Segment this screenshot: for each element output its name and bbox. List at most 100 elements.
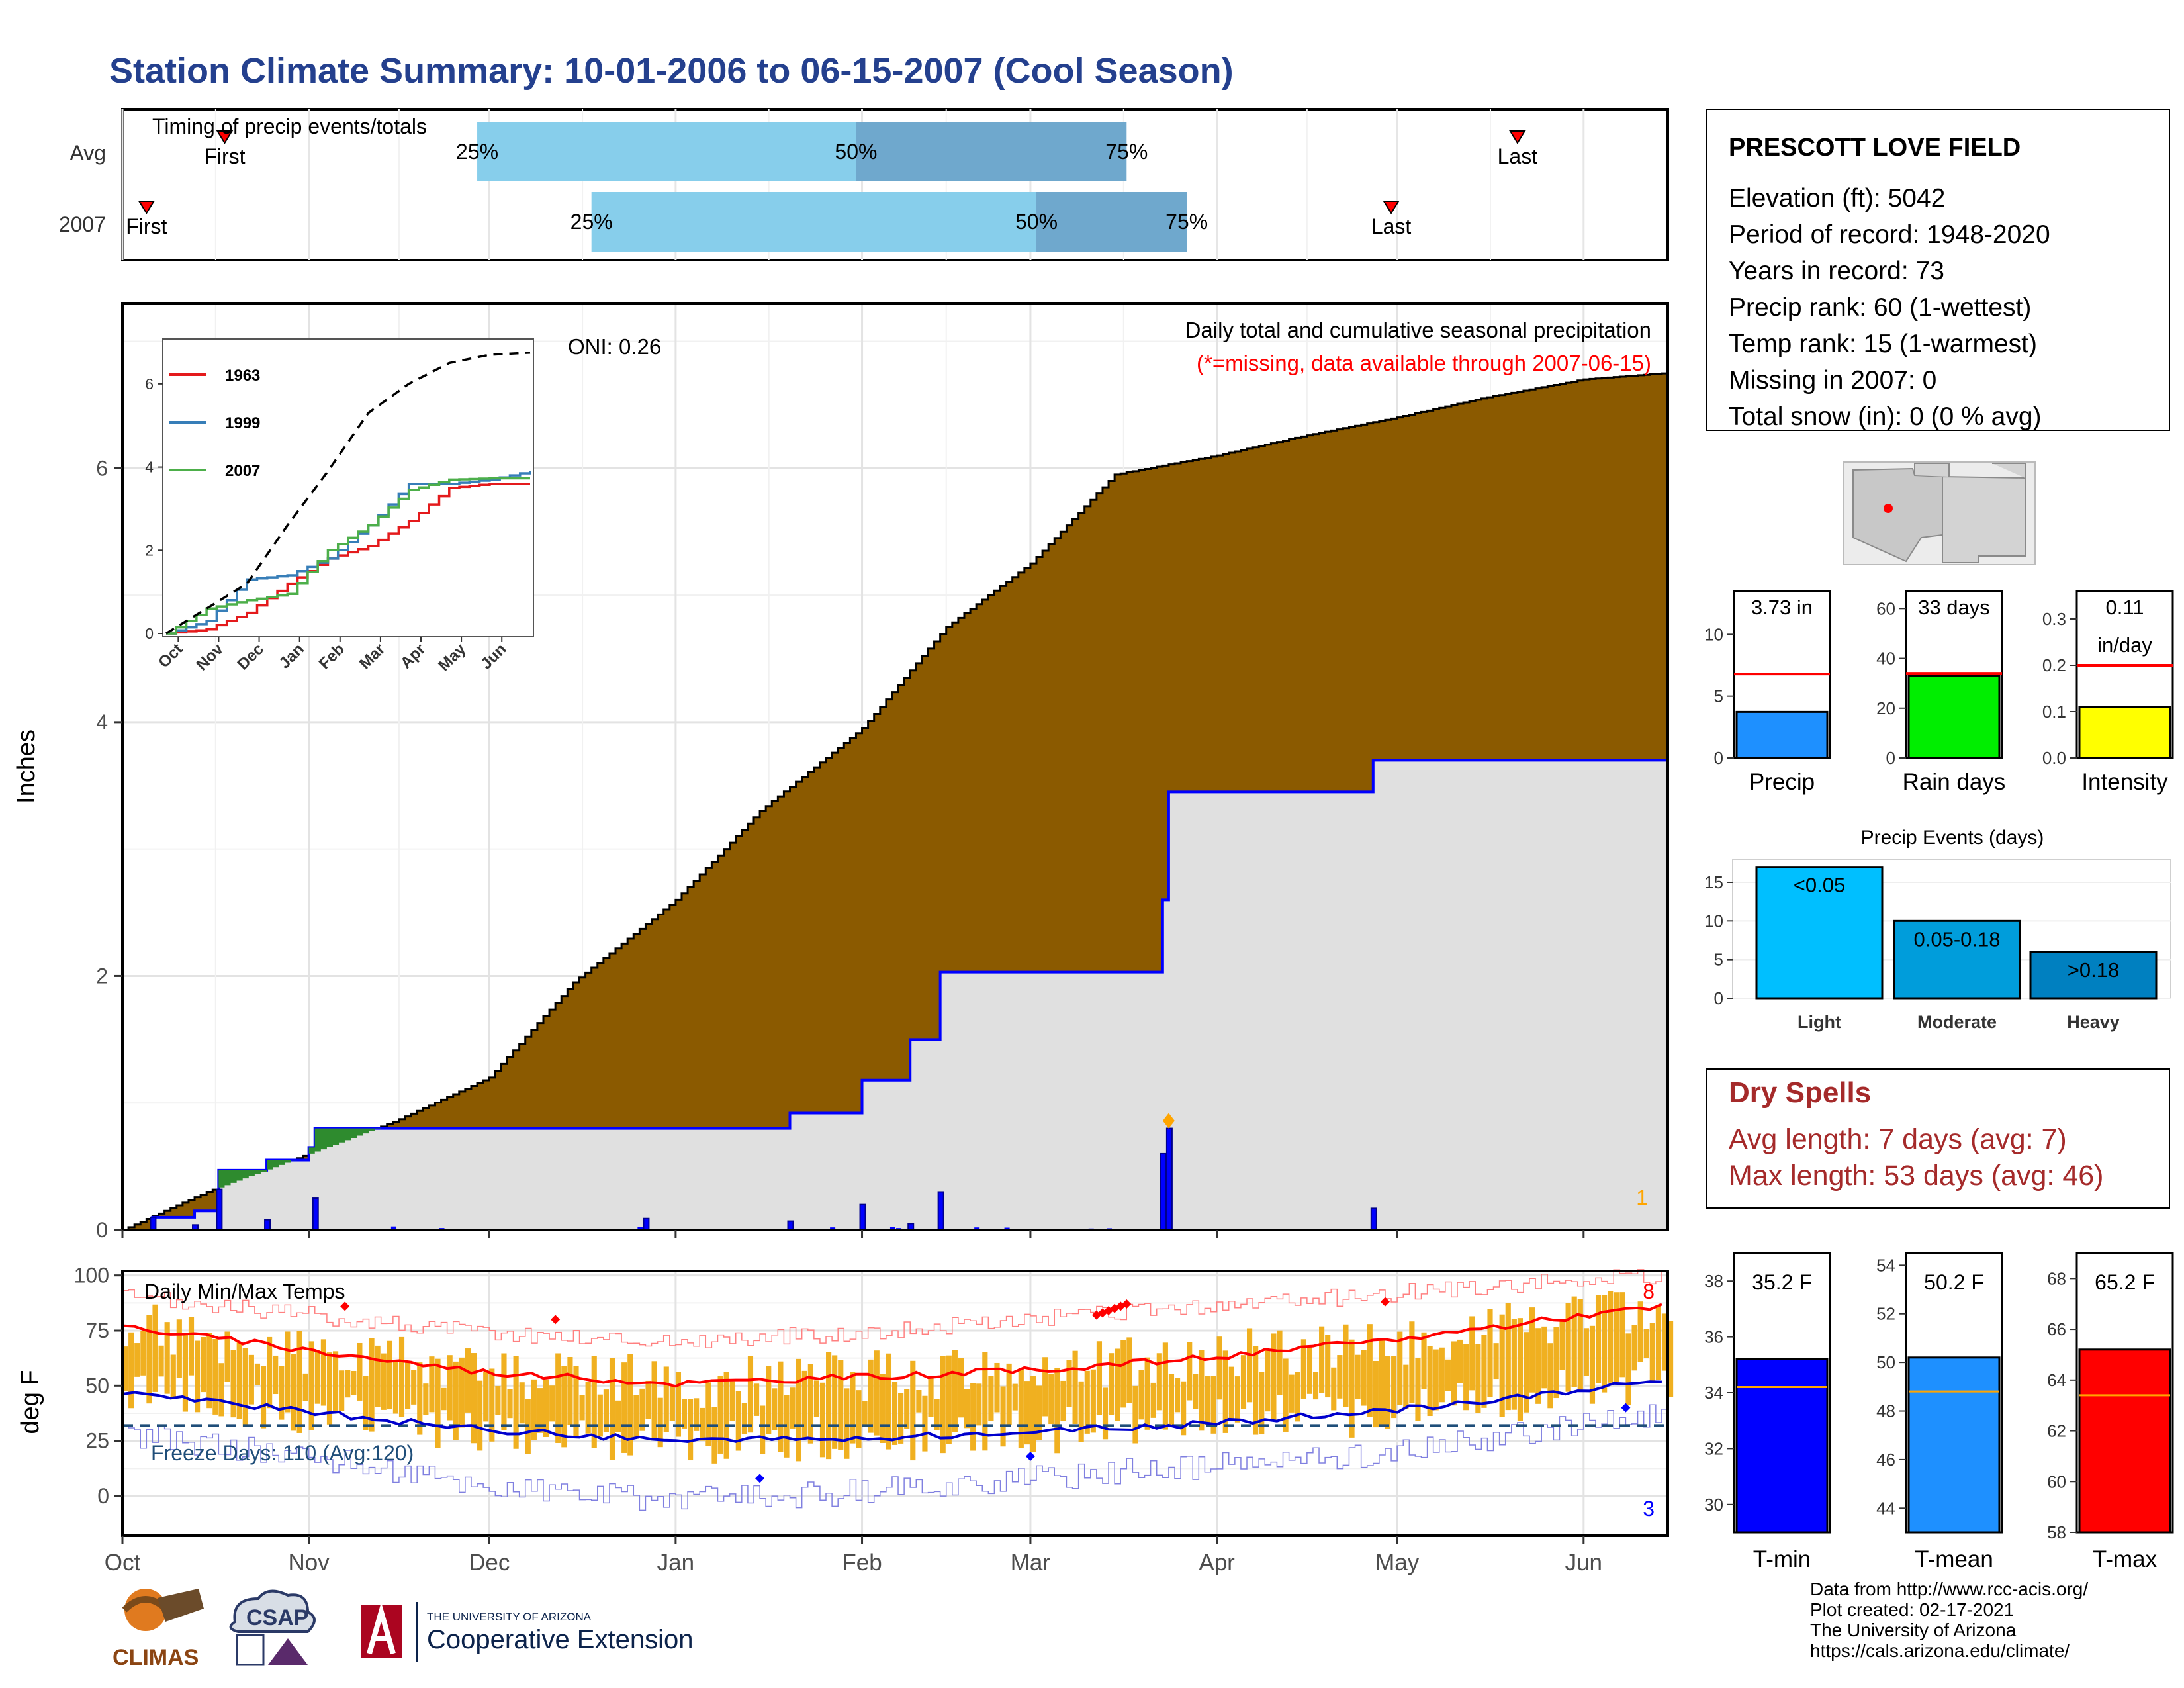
- events-y-tick-label: 10: [1704, 911, 1723, 931]
- daily-temp-bar: [1499, 1314, 1505, 1417]
- daily-temp-bar: [1415, 1358, 1421, 1421]
- daily-temp-bar: [1228, 1366, 1234, 1421]
- freeze-days-label: Freeze Days: 110 (Avg:120): [151, 1441, 414, 1465]
- precip-events-title: Precip Events (days): [1861, 827, 2044, 849]
- daily-temp-bar: [1523, 1332, 1529, 1413]
- temp-x-tick-label: May: [1375, 1550, 1420, 1575]
- timing-p50-label: 50%: [1015, 210, 1058, 234]
- daily-temp-bar: [1036, 1385, 1042, 1440]
- mini-bar: [1907, 675, 2001, 759]
- average-max-line: [122, 1303, 1662, 1388]
- credit-plot-created: Plot created: 02-17-2021: [1810, 1599, 2015, 1620]
- main-y-tick-label: 4: [96, 710, 108, 734]
- temp-bar-axis-label: T-min: [1753, 1546, 1811, 1572]
- temp-bar: [1907, 1356, 2001, 1534]
- main-panel-title: Daily total and cumulative seasonal prec…: [1185, 318, 1651, 342]
- temp-bar-y-tick-label: 30: [1704, 1495, 1723, 1515]
- daily-temp-bar: [1553, 1327, 1559, 1399]
- daily-temp-bar: [1115, 1348, 1120, 1421]
- daily-temp-bar: [1469, 1316, 1475, 1391]
- daily-temp-bar: [886, 1353, 892, 1450]
- daily-temp-bar: [423, 1383, 429, 1415]
- timing-bars: 25% 50% 75% First Last 25% 50% 75% First Last: [126, 122, 1537, 252]
- temp-x-tick-label: Mar: [1011, 1550, 1051, 1575]
- daily-temp-bar: [1006, 1363, 1012, 1425]
- daily-temp-bar: [561, 1366, 567, 1448]
- daily-temp-bar: [339, 1370, 345, 1411]
- daily-temp-bar: [874, 1350, 880, 1436]
- temp-y-tick-label: 0: [97, 1484, 109, 1508]
- daily-temp-bar: [657, 1397, 663, 1448]
- daily-temp-bar: [1595, 1295, 1602, 1383]
- daily-temp-bar: [1619, 1292, 1625, 1378]
- daily-temp-bar: [1000, 1386, 1006, 1447]
- timing-bar-upper: [1036, 192, 1187, 252]
- temp-bar-value-label: 65.2 F: [2095, 1270, 2155, 1294]
- mini-bar-y-tick-label: 20: [1876, 698, 1895, 718]
- daily-temp-bar: [1583, 1328, 1589, 1376]
- daily-temp-bar: [1168, 1374, 1175, 1425]
- daily-temp-bar: [609, 1358, 615, 1460]
- daily-temp-bar: [994, 1362, 1000, 1413]
- daily-temp-bar: [760, 1405, 766, 1454]
- first-event-label: First: [126, 214, 167, 238]
- mini-bar-axis-label: Rain days: [1903, 769, 2006, 795]
- daily-temp-bar: [705, 1382, 711, 1446]
- temp-bar-y-tick-label: 44: [1876, 1498, 1895, 1518]
- daily-precip-bar: [787, 1220, 794, 1231]
- daily-temp-bar: [1625, 1333, 1631, 1405]
- main-axes: 0 2 4 6: [96, 456, 1585, 1242]
- events-category-label: Light: [1797, 1012, 1841, 1032]
- missing-count: 1: [1636, 1186, 1648, 1209]
- daily-temp-bar: [627, 1354, 633, 1456]
- daily-temp-bar: [694, 1398, 700, 1431]
- daily-temp-bar: [898, 1393, 904, 1444]
- daily-temp-bar: [639, 1388, 645, 1431]
- credit-university: The University of Arizona: [1810, 1620, 2017, 1640]
- logo-strip: CLIMAS CSAP THE UNIVERSITY OF ARIZONA Co…: [113, 1589, 693, 1670]
- daily-temp-bar: [1373, 1361, 1379, 1428]
- record-high-line: [122, 1269, 1668, 1348]
- daily-temp-bar: [195, 1340, 201, 1413]
- daily-temp-bar: [459, 1357, 465, 1428]
- record-high-count: 8: [1643, 1280, 1655, 1303]
- record-high-marker: [1380, 1297, 1390, 1307]
- ua-small-text: THE UNIVERSITY OF ARIZONA: [427, 1611, 592, 1623]
- daily-temp-bar: [1259, 1372, 1265, 1435]
- daily-precip-bar: [1165, 1127, 1173, 1231]
- daily-temp-bar: [688, 1399, 694, 1461]
- temp-x-tick-label: Apr: [1199, 1550, 1235, 1575]
- daily-temp-bar: [735, 1391, 741, 1451]
- daily-temp-bar: [862, 1401, 868, 1427]
- temp-bar-y-tick-label: 34: [1704, 1383, 1723, 1403]
- daily-temp-bar: [1222, 1350, 1228, 1433]
- first-event-marker: [216, 130, 234, 144]
- daily-temp-bar: [1216, 1336, 1222, 1400]
- temp-y-axis-label: deg F: [17, 1370, 44, 1434]
- temp-bar-y-tick-label: 60: [2047, 1472, 2066, 1491]
- daily-temp-bar: [850, 1372, 856, 1444]
- average-min-line: [122, 1380, 1662, 1443]
- record-low-count: 3: [1643, 1497, 1655, 1521]
- station-line-temp-rank: Temp rank: 15 (1-warmest): [1729, 330, 2037, 358]
- daily-temp-bar: [669, 1386, 675, 1421]
- daily-temp-bar: [507, 1389, 513, 1419]
- daily-temp-bar: [1174, 1378, 1181, 1413]
- daily-temp-bar: [1181, 1381, 1187, 1436]
- daily-temp-bar: [1367, 1324, 1373, 1417]
- daily-precip-bar-small: [637, 1227, 643, 1230]
- daily-precip-bar: [1160, 1152, 1167, 1231]
- temp-panel-label: Daily Min/Max Temps: [144, 1280, 345, 1303]
- mini-bar: [1735, 710, 1829, 759]
- daily-temp-bar: [242, 1348, 248, 1427]
- daily-temp-bar: [392, 1360, 398, 1414]
- daily-temp-bar: [1066, 1360, 1072, 1407]
- daily-temp-bar: [1144, 1357, 1150, 1430]
- daily-temp-bar: [1493, 1343, 1499, 1380]
- temp-bar-y-tick-label: 50: [1876, 1352, 1895, 1372]
- station-line-snow: Total snow (in): 0 (0 % avg): [1729, 402, 2042, 431]
- daily-temp-bar: [441, 1387, 447, 1411]
- daily-temp-bar: [1120, 1340, 1126, 1408]
- daily-temp-bar: [302, 1373, 308, 1401]
